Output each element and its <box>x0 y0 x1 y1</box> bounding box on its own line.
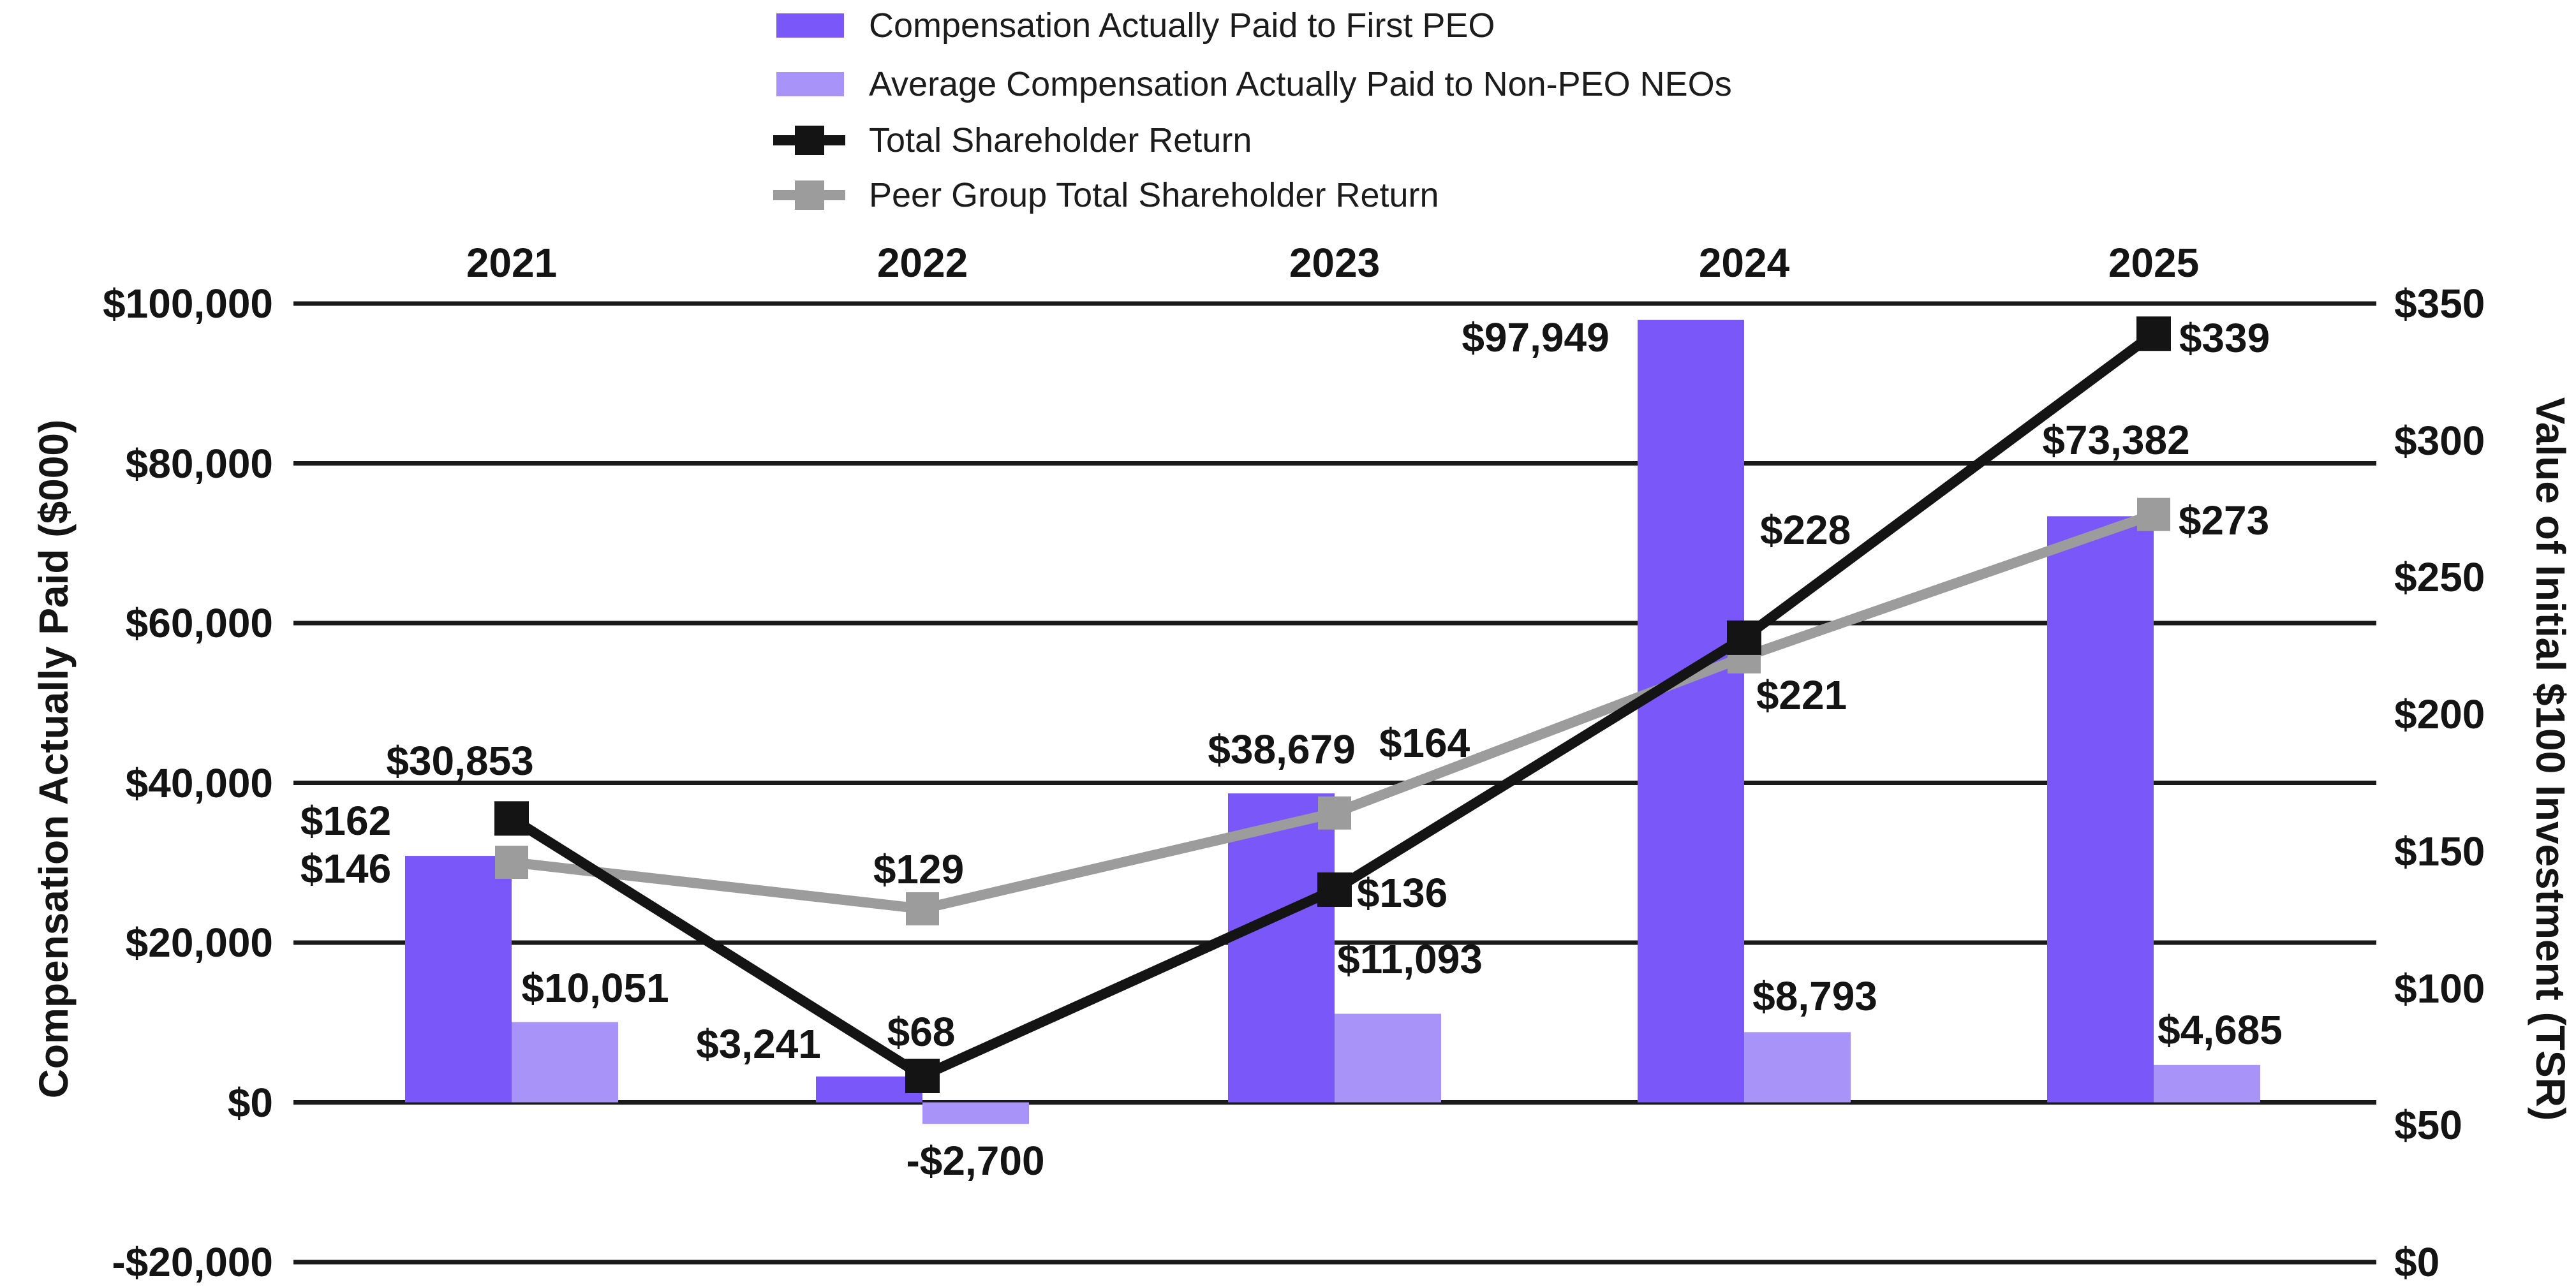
peer-tsr-value-label: $273 <box>2178 497 2270 543</box>
year-label: 2023 <box>1289 240 1381 286</box>
bar-peo <box>405 856 512 1103</box>
legend-swatch-peo-bar <box>776 13 844 38</box>
peer-tsr-marker <box>495 846 528 879</box>
tsr-value-label: $162 <box>300 798 392 844</box>
peo-bar-value-label: $3,241 <box>696 1021 821 1067</box>
bar-neo <box>922 1102 1029 1124</box>
bar-neo <box>2154 1064 2260 1103</box>
bar-neo <box>512 1022 618 1103</box>
year-label: 2024 <box>1698 240 1790 286</box>
legend-line-marker <box>794 180 824 210</box>
right-axis-tick: $50 <box>2394 1102 2462 1149</box>
bar-neo <box>1744 1032 1851 1103</box>
tsr-marker <box>494 801 529 836</box>
peo-bar-value-label: $73,382 <box>2042 417 2190 463</box>
tsr-value-label: $136 <box>1356 870 1448 916</box>
tsr-marker <box>905 1058 940 1093</box>
peer-tsr-value-label: $146 <box>300 846 392 892</box>
tsr-marker <box>2136 316 2171 351</box>
left-axis-tick: $80,000 <box>125 440 273 487</box>
left-axis-tick: $0 <box>227 1079 273 1126</box>
bar-peo <box>816 1076 922 1103</box>
legend-label-neo-bar: Average Compensation Actually Paid to No… <box>869 65 1732 103</box>
legend-swatch-tsr-line <box>773 126 845 155</box>
neo-bar-value-label: $8,793 <box>1752 973 1877 1019</box>
peo-bar-value-label: $97,949 <box>1462 314 1610 360</box>
neo-bar-value-label: $10,051 <box>521 965 669 1011</box>
neo-bar-value-label: $4,685 <box>2158 1007 2283 1053</box>
neo-bar-value-label: $11,093 <box>1337 936 1483 982</box>
legend-line-marker <box>794 126 824 155</box>
left-axis-title: Compensation Actually Paid ($000) <box>31 419 77 1099</box>
peo-bar-value-label: $30,853 <box>386 738 534 784</box>
right-axis-tick: $350 <box>2394 281 2485 327</box>
legend-swatch-neo-bar <box>776 72 844 96</box>
peer-tsr-value-label: $129 <box>873 846 965 892</box>
right-axis-tick: $100 <box>2394 965 2485 1011</box>
left-axis-tick: $20,000 <box>125 920 273 966</box>
right-axis-tick: $0 <box>2394 1239 2440 1285</box>
peer-tsr-value-label: $221 <box>1756 672 1847 718</box>
left-axis-tick: $60,000 <box>125 600 273 646</box>
year-label: 2022 <box>877 240 968 286</box>
right-axis-tick: $300 <box>2394 417 2485 464</box>
legend-label-peer-tsr-line: Peer Group Total Shareholder Return <box>869 176 1439 214</box>
right-axis-tick: $250 <box>2394 554 2485 601</box>
legend-label-tsr-line: Total Shareholder Return <box>869 121 1252 159</box>
bar-peo <box>1228 793 1335 1103</box>
left-axis-tick: -$20,000 <box>112 1239 273 1285</box>
bar-neo <box>1335 1013 1441 1103</box>
tsr-value-label: $339 <box>2179 315 2270 361</box>
right-axis-tick: $150 <box>2394 828 2485 874</box>
peer-tsr-value-label: $164 <box>1379 720 1470 766</box>
tsr-value-label: $68 <box>887 1009 956 1055</box>
tsr-marker <box>1727 620 1761 655</box>
legend-label-peo-bar: Compensation Actually Paid to First PEO <box>869 6 1495 45</box>
tsr-value-label: $228 <box>1759 507 1851 553</box>
legend-swatch-peer-tsr-line <box>773 180 845 210</box>
peo-bar-value-label: $38,679 <box>1208 726 1356 772</box>
peer-tsr-marker <box>1318 796 1351 830</box>
peer-tsr-marker <box>906 892 939 926</box>
left-axis-tick: $100,000 <box>103 281 273 327</box>
peer-tsr-marker <box>2137 497 2170 531</box>
bar-peo <box>2047 516 2154 1103</box>
right-axis-title: Value of Initial $100 Investment (TSR) <box>2528 397 2573 1121</box>
left-axis-tick: $40,000 <box>125 760 273 806</box>
tsr-marker <box>1317 872 1352 907</box>
neo-bar-value-label: -$2,700 <box>906 1138 1045 1184</box>
right-axis-tick: $200 <box>2394 691 2485 738</box>
bar-peo <box>1638 320 1744 1103</box>
year-label: 2025 <box>2108 240 2200 286</box>
year-label: 2021 <box>466 240 558 286</box>
